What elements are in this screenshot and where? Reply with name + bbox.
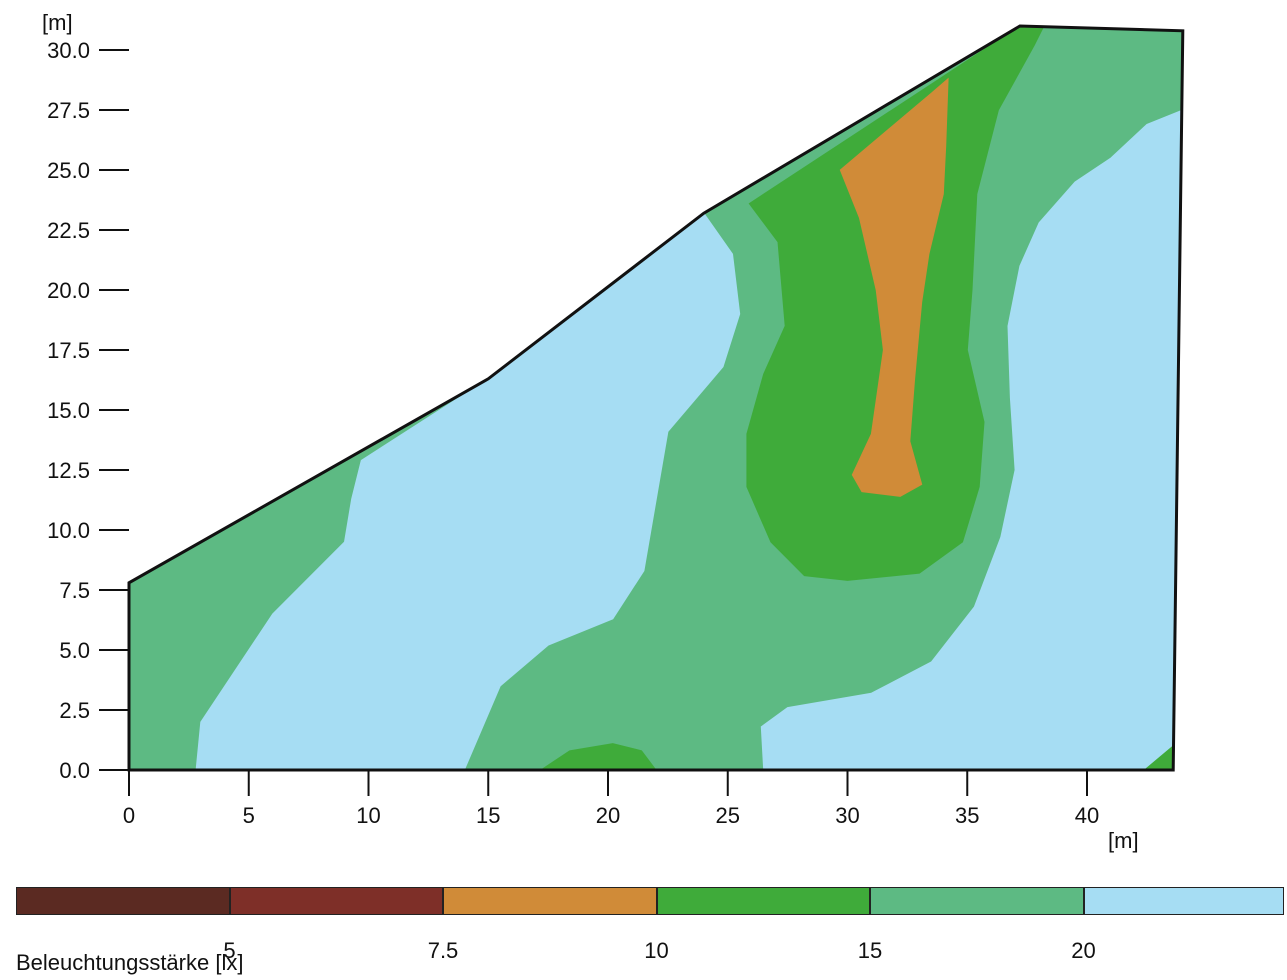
y-tick-label: 27.5	[47, 98, 90, 123]
y-tick-label: 20.0	[47, 278, 90, 303]
colorbar-tick-label: 10	[644, 938, 669, 963]
x-tick-label: 35	[955, 803, 979, 828]
y-axis-unit: [m]	[42, 10, 73, 35]
colorbar-title: Beleuchtungsstärke [lx]	[16, 950, 244, 975]
y-tick-label: 25.0	[47, 158, 90, 183]
y-tick-label: 17.5	[47, 338, 90, 363]
y-tick-label: 7.5	[59, 578, 90, 603]
y-tick-label: 2.5	[59, 698, 90, 723]
colorbar-swatch	[443, 887, 657, 915]
x-tick-label: 5	[243, 803, 255, 828]
y-tick-label: 12.5	[47, 458, 90, 483]
contour-region-7-5-10-6	[839, 77, 949, 497]
x-tick-label: 15	[476, 803, 500, 828]
x-tick-label: 0	[123, 803, 135, 828]
colorbar-swatch	[870, 887, 1084, 915]
colorbar-tick-label: 5	[223, 938, 236, 963]
y-tick-label: 15.0	[47, 398, 90, 423]
y-tick-label: 22.5	[47, 218, 90, 243]
colorbar-tick-label: 7.5	[427, 938, 459, 963]
contour-region-10-15-4	[539, 743, 657, 770]
colorbar-swatch	[1083, 887, 1284, 915]
colorbar-swatch	[16, 887, 230, 915]
colorbar-legend	[16, 887, 1287, 917]
x-tick-label: 30	[835, 803, 859, 828]
y-tick-label: 0.0	[59, 758, 90, 783]
contour-region--20-1	[195, 212, 741, 770]
y-axis: 0.0 2.5 5.0 7.5 10.0 12.5 15.0 17.5 20.0 22.5 25.0…	[47, 38, 129, 783]
illuminance-contour-plot: 0.0 2.5 5.0 7.5 10.0 12.5 15.0 17.5 20.0 22.5 25.0…	[42, 10, 1185, 853]
y-tick-label: 30.0	[47, 38, 90, 63]
plot-outline	[127, 24, 1185, 772]
colorbar-tick-label: 20	[1071, 938, 1096, 963]
colorbar-swatch	[229, 887, 443, 915]
colorbar-swatch	[656, 887, 870, 915]
x-axis: 0 5 10 15 20 25 30 35 40	[123, 770, 1099, 828]
contour-regions	[129, 26, 1183, 770]
x-tick-label: 20	[596, 803, 620, 828]
y-tick-label: 10.0	[47, 518, 90, 543]
x-tick-label: 10	[356, 803, 380, 828]
x-tick-label: 25	[716, 803, 740, 828]
y-tick-label: 5.0	[59, 638, 90, 663]
colorbar-tick-label: 15	[857, 938, 883, 963]
contour-region--20-2	[760, 109, 1183, 770]
x-axis-unit: [m]	[1108, 828, 1139, 853]
x-tick-label: 40	[1075, 803, 1099, 828]
